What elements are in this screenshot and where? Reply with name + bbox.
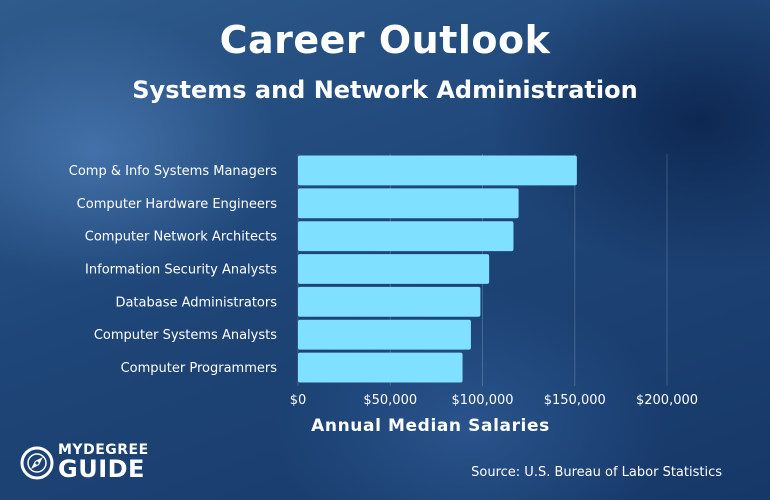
bar xyxy=(298,352,463,383)
bar xyxy=(298,319,471,350)
bar xyxy=(298,254,490,284)
bar xyxy=(298,188,519,219)
x-tick-label: $50,000 xyxy=(363,393,417,408)
category-label: Computer Hardware Engineers xyxy=(77,197,278,212)
category-label: Computer Programmers xyxy=(121,361,278,376)
logo-text-line1: MYDEGREE xyxy=(58,442,149,458)
x-axis-label: Annual Median Salaries xyxy=(311,416,550,436)
page-title: Career Outlook xyxy=(219,18,551,62)
bar xyxy=(298,155,577,186)
x-tick-label: $150,000 xyxy=(544,393,606,408)
x-tick-label: $100,000 xyxy=(451,393,513,408)
category-label: Computer Network Architects xyxy=(85,230,277,245)
compass-icon xyxy=(20,446,54,480)
source-note: Source: U.S. Bureau of Labor Statistics xyxy=(471,465,722,480)
x-tick-label: $200,000 xyxy=(636,393,698,408)
category-label: Computer Systems Analysts xyxy=(94,328,277,343)
bar xyxy=(298,286,481,317)
category-label: Information Security Analysts xyxy=(85,263,277,278)
bar xyxy=(298,221,514,252)
category-label: Comp & Info Systems Managers xyxy=(69,164,277,179)
logo-text-line2: GUIDE xyxy=(58,455,145,483)
page-subtitle: Systems and Network Administration xyxy=(132,76,638,104)
brand-logo: MYDEGREE GUIDE xyxy=(20,442,150,486)
category-label: Database Administrators xyxy=(115,295,277,310)
x-tick-label: $0 xyxy=(290,393,307,408)
